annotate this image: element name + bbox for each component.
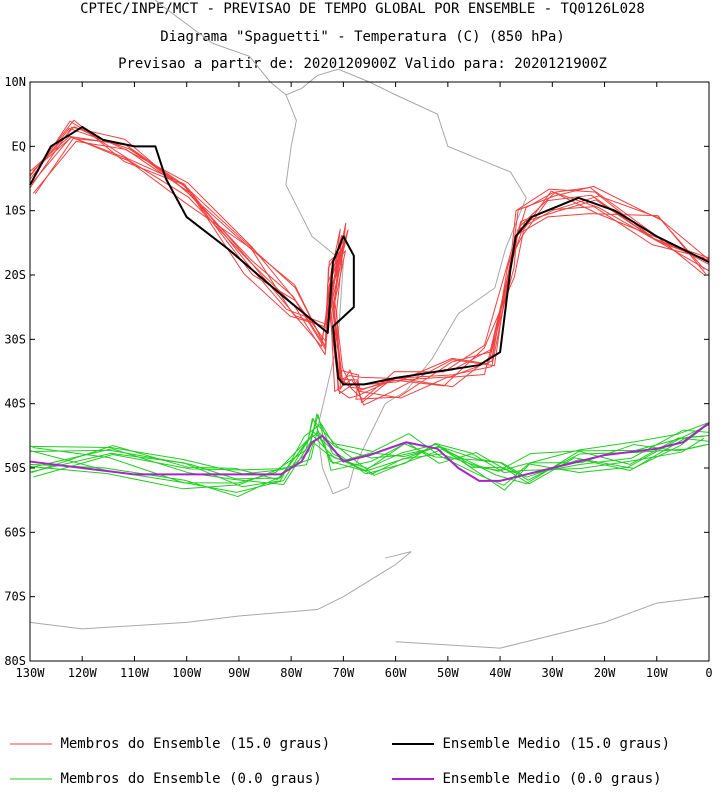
- y-tick-label: 20S: [4, 268, 26, 282]
- coastline-3: [395, 596, 710, 649]
- series-line-member-0-1: [30, 136, 706, 391]
- legend-label: Ensemble Medio (0.0 graus): [442, 771, 662, 787]
- series-line-member-0-9: [29, 126, 710, 399]
- y-tick-label: 80S: [4, 654, 26, 668]
- series-line-member-2-6: [31, 413, 709, 485]
- coastline-1: [154, 0, 287, 96]
- coastline-2: [29, 551, 412, 630]
- x-tick-label: 90W: [228, 666, 250, 680]
- x-tick-label: 80W: [280, 666, 302, 680]
- y-tick-label: 40S: [4, 397, 26, 411]
- x-tick-label: 100W: [172, 666, 202, 680]
- legend-line-icon: [10, 778, 52, 780]
- x-tick-label: 0: [705, 666, 712, 680]
- x-tick-label: 20W: [594, 666, 616, 680]
- series-line-member-0-8: [32, 140, 705, 406]
- chart-title-line-2: Diagrama "Spaguetti" - Temperatura (C) (…: [160, 29, 565, 45]
- y-tick-label: 50S: [4, 461, 26, 475]
- series-line-member-0-4: [32, 136, 707, 388]
- series-line-member-2-3: [29, 414, 710, 486]
- chart-title-line-1: CPTEC/INPE/MCT - PREVISAO DE TEMPO GLOBA…: [80, 1, 645, 17]
- y-tick-label: 10S: [4, 204, 26, 218]
- legend-line-icon: [10, 743, 52, 745]
- series-line-member-2-1: [30, 424, 710, 480]
- x-tick-label: 60W: [385, 666, 407, 680]
- x-tick-label: 30W: [541, 666, 563, 680]
- series-line-mean-1: [29, 126, 710, 386]
- series-line-member-0-5: [29, 127, 710, 399]
- legend-item-members-0: Membros do Ensemble (0.0 graus): [10, 771, 322, 787]
- x-tick-label: 50W: [437, 666, 459, 680]
- y-tick-label: EQ: [12, 139, 26, 153]
- series-line-member-0-7: [33, 120, 710, 404]
- legend-line-icon: [392, 743, 434, 745]
- plot-frame: [29, 81, 710, 662]
- series-line-member-2-9: [29, 430, 705, 498]
- series-line-member-2-8: [29, 422, 708, 491]
- x-tick-label: 110W: [120, 666, 150, 680]
- legend-label: Membros do Ensemble (15.0 graus): [60, 736, 331, 752]
- series-line-member-0-2: [34, 137, 707, 400]
- legend-line-icon: [392, 778, 434, 780]
- legend-item-members-15: Membros do Ensemble (15.0 graus): [10, 736, 330, 752]
- y-tick-label: 70S: [4, 590, 26, 604]
- axis-ticks: 130W 120W 110W 100W 90W 80W 70W 60W 50W 40W 30W 20W…: [4, 75, 712, 680]
- x-tick-label: 70W: [333, 666, 355, 680]
- ensemble-means: [29, 126, 710, 482]
- series-line-member-2-4: [32, 435, 705, 484]
- series-line-member-0-6: [29, 126, 710, 400]
- ensemble-members: [29, 119, 710, 498]
- legend-item-mean-0: Ensemble Medio (0.0 graus): [392, 771, 662, 787]
- y-tick-label: 10N: [4, 75, 26, 89]
- legend-label: Membros do Ensemble (0.0 graus): [60, 771, 322, 787]
- chart-title-line-3: Previsao a partir de: 2020120900Z Valido…: [118, 56, 607, 72]
- y-tick-label: 30S: [4, 332, 26, 346]
- series-line-mean-3: [29, 422, 710, 482]
- x-tick-label: 120W: [68, 666, 98, 680]
- x-tick-label: 10W: [646, 666, 668, 680]
- x-tick-label: 130W: [16, 666, 46, 680]
- x-tick-label: 40W: [489, 666, 511, 680]
- legend-label: Ensemble Medio (15.0 graus): [442, 736, 671, 752]
- legend-item-mean-15: Ensemble Medio (15.0 graus): [392, 736, 670, 752]
- y-tick-label: 60S: [4, 525, 26, 539]
- series-line-member-0-0: [29, 135, 705, 386]
- map-background: [29, 0, 710, 649]
